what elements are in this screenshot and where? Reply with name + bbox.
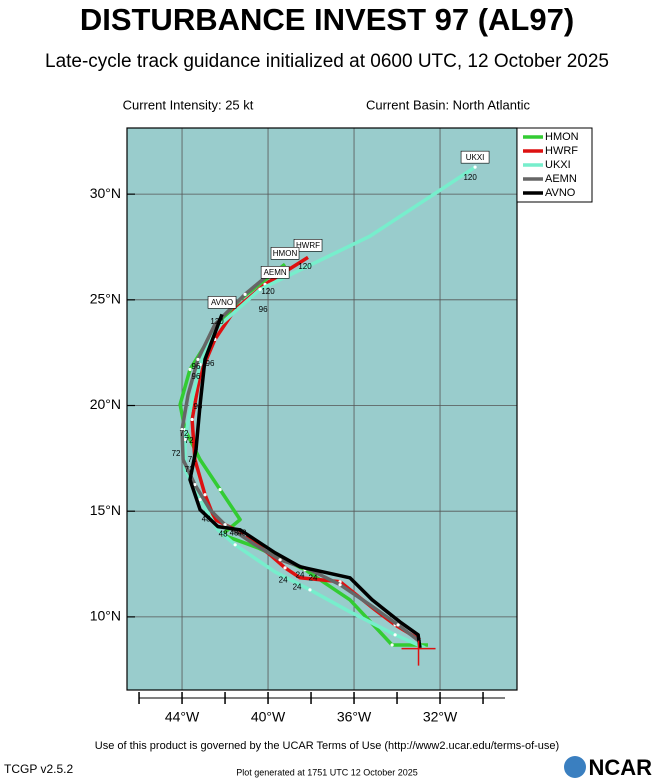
legend-label: AEMN (545, 173, 577, 185)
generated: Plot generated at 1751 UTC 12 October 20… (236, 767, 418, 777)
logo: NCAR (588, 755, 652, 780)
track-point (473, 165, 477, 169)
intensity: Current Intensity: 25 kt (123, 97, 254, 112)
track-point (258, 287, 262, 291)
hour-label: 72 (188, 455, 197, 464)
track-point (218, 488, 222, 492)
track-point (198, 497, 202, 502)
track-point (194, 448, 198, 452)
hour-label: 96 (192, 372, 201, 381)
model-label: HMON (273, 249, 298, 258)
x-tick-label: 32°W (423, 709, 458, 725)
hour-label: 120 (210, 317, 224, 326)
hour-label: 48 (238, 528, 247, 537)
track-point (298, 565, 302, 569)
track-point (396, 623, 400, 627)
track-point (203, 357, 207, 362)
grid (127, 128, 517, 690)
hour-label: 24 (293, 582, 302, 591)
legend-label: UKXI (545, 159, 571, 171)
hour-label: 72 (185, 436, 194, 445)
y-tick-label: 15°N (90, 502, 121, 518)
y-tick-label: 10°N (90, 608, 121, 624)
track-point (416, 633, 420, 637)
track-point (233, 543, 237, 547)
hour-label: 120 (463, 173, 477, 182)
basin: Current Basin: North Atlantic (366, 97, 531, 112)
x-tick-label: 40°W (251, 709, 286, 725)
current-position (401, 640, 436, 666)
y-tick-label: 25°N (90, 291, 121, 307)
track-point (243, 292, 247, 296)
hour-label: 72 (185, 465, 194, 474)
legend-label: HMON (545, 131, 579, 143)
track-point (190, 417, 194, 422)
track-point (196, 357, 200, 362)
hour-label: 120 (298, 262, 312, 271)
model-label: UKXI (466, 153, 485, 162)
track-point (278, 558, 282, 562)
hour-label: 120 (261, 287, 275, 296)
track-point (183, 437, 187, 442)
track-point (180, 428, 184, 432)
hour-label: 96 (193, 402, 202, 411)
hour-label: 24 (296, 570, 305, 579)
model-label: AEMN (264, 268, 287, 277)
hour-label: 96 (259, 305, 268, 314)
track-point (283, 566, 287, 570)
hour-label: 48 (230, 528, 239, 537)
chart-title: DISTURBANCE INVEST 97 (AL97) (80, 2, 574, 37)
hour-label: 72 (172, 449, 181, 458)
track-point (393, 633, 397, 637)
track-point (238, 528, 242, 532)
hour-label: 24 (279, 575, 288, 584)
track-point (390, 643, 394, 647)
track-point (198, 508, 202, 512)
track-point (370, 598, 374, 602)
hour-label: 48 (219, 529, 228, 538)
version: TCGP v2.5.2 (4, 762, 73, 776)
axes: 44°W 40°W 36°W 32°W 10°N 15°N 20°N 25°N 30°N (90, 185, 505, 725)
track-point (198, 362, 202, 367)
label-box (460, 150, 490, 164)
x-tick-label: 44°W (165, 709, 200, 725)
track-line (180, 267, 422, 644)
legend-label: AVNO (545, 187, 576, 199)
y-tick-label: 30°N (90, 185, 121, 201)
legend-box (516, 127, 593, 203)
logo-globe (564, 756, 586, 778)
y-tick-label: 20°N (90, 396, 121, 412)
plot-frame (126, 127, 518, 691)
legend: HMON HWRF UKXI AEMN AVNO (516, 127, 593, 203)
chart-subtitle: Late-cycle track guidance initialized at… (45, 51, 609, 72)
hour-label: 96 (192, 362, 201, 371)
tracks (178, 165, 477, 666)
hour-label: 72 (180, 429, 189, 438)
track-point (188, 367, 192, 371)
hour-label: 24 (309, 573, 318, 582)
x-tick-label: 36°W (337, 709, 372, 725)
legend-label: HWRF (545, 145, 578, 157)
label-box (260, 266, 290, 279)
model-label: AVNO (211, 298, 233, 307)
track-point (203, 493, 207, 497)
track-point (308, 588, 312, 592)
label-box (293, 239, 323, 252)
footer: Use of this product is governed by the U… (95, 740, 559, 752)
track-point (223, 523, 227, 527)
track-point (338, 583, 342, 587)
label-box (270, 247, 300, 260)
hour-label: 48 (202, 514, 211, 523)
track-point (193, 482, 197, 487)
hour-label: 96 (206, 359, 215, 368)
label-box (207, 296, 237, 309)
model-label: HWRF (296, 241, 320, 250)
